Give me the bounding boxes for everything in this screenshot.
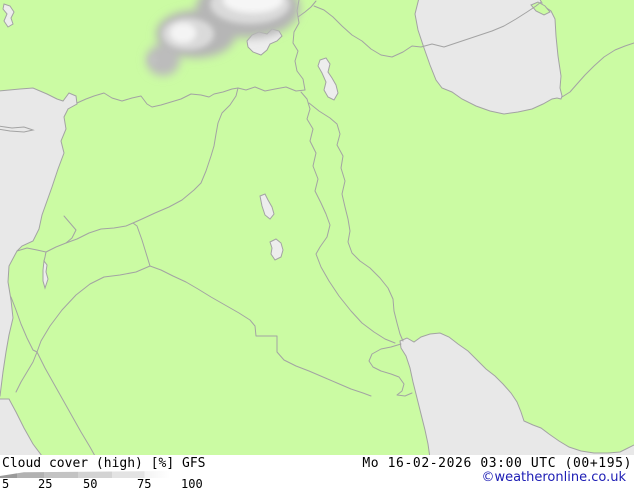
lake-razzaza	[269, 238, 284, 261]
legend-tick-25: 25	[38, 477, 53, 490]
copyright-link[interactable]: ©weatheronline.co.uk	[481, 470, 626, 485]
map-title: Cloud cover (high) [%] GFS	[2, 456, 206, 471]
border-lebanon-syria	[63, 215, 77, 244]
border-iran-iraq	[308, 102, 404, 342]
mediterranean-sea	[0, 87, 78, 397]
status-bar: Cloud cover (high) [%] GFS 5 25 50 75 10…	[0, 455, 634, 490]
lake-urmia	[317, 57, 339, 101]
map-canvas	[0, 0, 634, 455]
persian-gulf	[399, 332, 634, 455]
border-iraq-saudi	[149, 265, 372, 397]
border-israel-jordan-syria	[16, 222, 134, 253]
tigris-line	[300, 91, 396, 344]
border-saudi-southwest	[36, 351, 96, 455]
border-kuwait	[368, 343, 413, 397]
border-nakhchivan	[297, 0, 317, 18]
dead-sea	[42, 259, 49, 290]
border-aqaba-west	[15, 351, 38, 393]
border-aras-azerbaijan	[313, 1, 542, 58]
cyprus-tip	[0, 125, 35, 133]
legend-tick-5: 5	[2, 477, 10, 490]
border-jordan-iraq	[132, 222, 151, 267]
caspian-sea	[414, 0, 563, 115]
legend-tick-75: 75	[137, 477, 152, 490]
lake-tharthar	[259, 193, 275, 220]
border-israel-egypt	[10, 296, 38, 353]
legend-tick-100: 100	[181, 477, 203, 490]
lake-tuz	[2, 3, 15, 28]
red-sea-gulf-of-aqaba	[0, 398, 42, 455]
border-jordan-saudi	[36, 265, 151, 353]
legend-gradient-bar	[0, 471, 170, 478]
jordan-valley-line	[43, 251, 47, 262]
border-iran-turkmenistan	[561, 42, 634, 98]
caspian-peninsula	[530, 1, 551, 16]
map-graphics	[0, 0, 634, 455]
cloud-cover-blob	[146, 0, 300, 76]
forecast-timestamp: Mo 16-02-2026 03:00 UTC (00+195)	[362, 456, 632, 471]
border-turkey-syria-iraq	[76, 86, 306, 108]
legend-tick-50: 50	[83, 477, 98, 490]
border-syria-iraq	[132, 87, 239, 224]
